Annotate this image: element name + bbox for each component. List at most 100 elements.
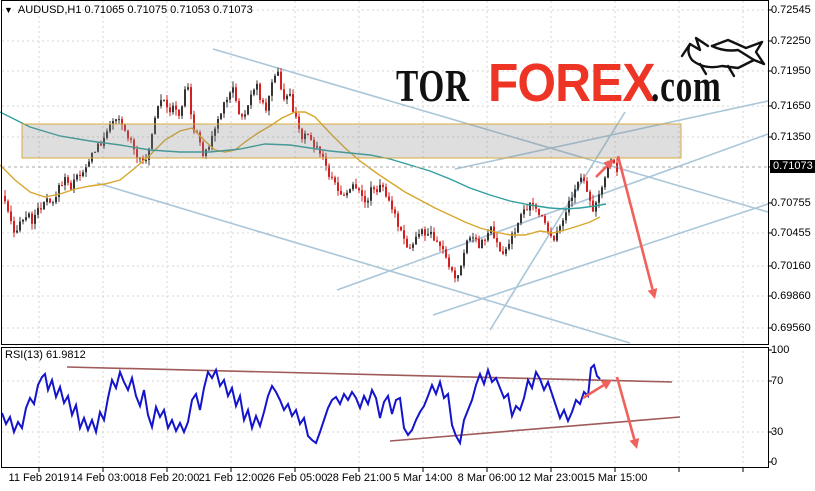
- candle-body: [454, 270, 456, 279]
- candle-body: [325, 156, 327, 166]
- candle-body: [151, 134, 153, 149]
- candle-body: [286, 95, 288, 100]
- candle-body: [49, 198, 51, 203]
- candle-body: [43, 202, 45, 210]
- trendline[interactable]: [432, 203, 769, 316]
- candle-body: [268, 95, 270, 111]
- candle-body: [589, 191, 591, 201]
- rsi-axis-label: 0: [771, 456, 778, 468]
- candle-body: [280, 71, 282, 90]
- candle-body: [67, 177, 69, 183]
- candle-body: [334, 177, 336, 183]
- candle-body: [415, 236, 417, 245]
- candle-body: [310, 135, 312, 140]
- trendline[interactable]: [336, 133, 769, 291]
- candle-body: [205, 149, 207, 156]
- candle-body: [364, 195, 366, 203]
- candle-body: [127, 130, 129, 139]
- candle-body: [403, 230, 405, 239]
- candle-body: [61, 185, 63, 187]
- candle-body: [520, 214, 522, 223]
- candle-body: [478, 239, 480, 249]
- candle-body: [370, 187, 372, 201]
- candle-body: [442, 245, 444, 250]
- candle-body: [604, 177, 606, 188]
- candle-body: [550, 231, 552, 237]
- trendline[interactable]: [96, 182, 631, 344]
- candle-body: [400, 226, 402, 231]
- candle-body: [475, 237, 477, 240]
- candle-body: [517, 222, 519, 233]
- price-axis-label: 0.72250: [771, 35, 811, 47]
- candle-body: [22, 219, 24, 222]
- candle-body: [187, 87, 189, 90]
- candle-body: [163, 99, 165, 101]
- candle-body: [289, 94, 291, 96]
- forecast-arrow-up[interactable]: [595, 159, 614, 178]
- trendline[interactable]: [212, 48, 769, 213]
- candle-body: [544, 216, 546, 223]
- candle-body: [85, 166, 87, 173]
- candle-body: [499, 242, 501, 252]
- trendline[interactable]: [489, 111, 626, 331]
- chevron-down-icon[interactable]: ▼: [4, 5, 13, 15]
- candle-body: [274, 75, 276, 83]
- candle-body: [118, 119, 120, 121]
- main-panel-border: [1, 0, 769, 345]
- candle-body: [145, 159, 147, 161]
- candle-body: [385, 186, 387, 197]
- rsi-arrow-down[interactable]: [615, 376, 640, 449]
- candle-body: [487, 232, 489, 241]
- time-axis-label: 11 Feb 2019: [8, 472, 70, 484]
- candle-body: [109, 123, 111, 132]
- candle-body: [613, 159, 615, 163]
- candle-body: [37, 208, 39, 215]
- rsi-trendline[interactable]: [389, 416, 681, 442]
- candle-body: [226, 99, 228, 103]
- rsi-trendline[interactable]: [66, 366, 673, 383]
- resistance-zone[interactable]: [21, 123, 682, 159]
- candle-body: [172, 105, 174, 113]
- candle-body: [406, 238, 408, 248]
- candle-body: [16, 230, 18, 233]
- candle-body: [211, 135, 213, 148]
- candle-body: [241, 114, 243, 117]
- candle-body: [571, 197, 573, 201]
- candle-body: [514, 232, 516, 234]
- candle-body: [13, 221, 15, 233]
- candle-body: [94, 151, 96, 153]
- candle-body: [394, 209, 396, 214]
- time-axis-label: 18 Feb 20:00: [134, 472, 200, 484]
- arrow-shaft: [582, 384, 605, 400]
- moving-average-slow: [0, 111, 607, 210]
- candle-body: [574, 189, 576, 198]
- price-axis-label: 0.71350: [771, 131, 811, 143]
- forecast-arrow-down[interactable]: [616, 155, 658, 299]
- candle-body: [586, 180, 588, 192]
- candle-body: [82, 172, 84, 177]
- candle-body: [301, 128, 303, 140]
- candle-body: [112, 121, 114, 124]
- candle-body: [433, 231, 435, 241]
- candle-body: [457, 275, 459, 279]
- candle-body: [448, 257, 450, 268]
- candle-body: [532, 202, 534, 205]
- candle-body: [322, 153, 324, 157]
- candle-body: [148, 148, 150, 160]
- candle-body: [181, 106, 183, 116]
- candle-body: [409, 247, 411, 249]
- candle-body: [340, 190, 342, 195]
- candle-body: [376, 189, 378, 193]
- candle-body: [166, 99, 168, 108]
- candle-body: [577, 181, 579, 190]
- candle-body: [541, 214, 543, 217]
- candle-body: [154, 117, 156, 135]
- candle-body: [484, 239, 486, 241]
- candle-body: [283, 89, 285, 100]
- candle-body: [178, 109, 180, 116]
- candle-body: [445, 249, 447, 258]
- logo-part-tor: TOR: [396, 61, 470, 111]
- price-axis-label: 0.70160: [771, 260, 811, 272]
- rsi-arrow-up[interactable]: [582, 380, 612, 400]
